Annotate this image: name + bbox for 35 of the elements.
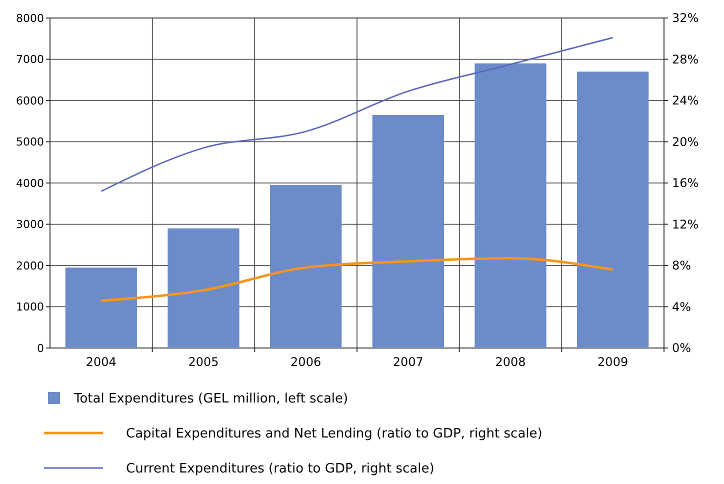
x-tick-label: 2009 (598, 355, 628, 369)
y-tick-label: 5000 (16, 136, 44, 149)
y2-tick-label: 20% (672, 134, 699, 149)
y-tick-label: 4000 (16, 176, 44, 190)
legend-label: Capital Expenditures and Net Lending (ratio to GDP, right scale) (126, 426, 542, 442)
y-tick-label: 3000 (16, 218, 44, 232)
line-series (100, 257, 614, 302)
legend-label: Current Expenditures (ratio to GDP, right scale) (126, 462, 434, 477)
bar (577, 72, 649, 348)
bar (168, 228, 240, 348)
bar (65, 268, 137, 348)
line-series (100, 36, 614, 192)
y2-tick-label: 32% (672, 11, 699, 26)
x-tick-label: 2004 (86, 355, 116, 369)
x-tick-label: 2005 (188, 355, 219, 369)
y-tick-label: 1000 (16, 300, 44, 314)
x-tick-label: 2008 (495, 355, 526, 369)
y-tick-label: 6000 (16, 94, 44, 108)
y2-tick-label: 8% (672, 258, 692, 273)
x-tick-label: 2006 (290, 355, 322, 369)
y2-tick-label: 28% (672, 52, 699, 66)
legend-label: Total Expenditures (GEL million, left scale) (73, 392, 348, 407)
y2-tick-label: 16% (672, 176, 699, 190)
bar (270, 185, 342, 348)
y2-tick-label: 12% (672, 217, 699, 232)
y2-tick-label: 0% (672, 341, 692, 356)
bar (372, 114, 444, 348)
y-tick-label: 7000 (16, 53, 44, 66)
y2-tick-label: 24% (672, 94, 699, 108)
bar (474, 63, 546, 348)
y-tick-label: 8000 (16, 12, 44, 25)
y-tick-label: 0 (37, 342, 44, 355)
y-tick-label: 2000 (16, 259, 44, 272)
x-tick-label: 2007 (392, 355, 424, 369)
y2-tick-label: 4% (672, 300, 692, 314)
